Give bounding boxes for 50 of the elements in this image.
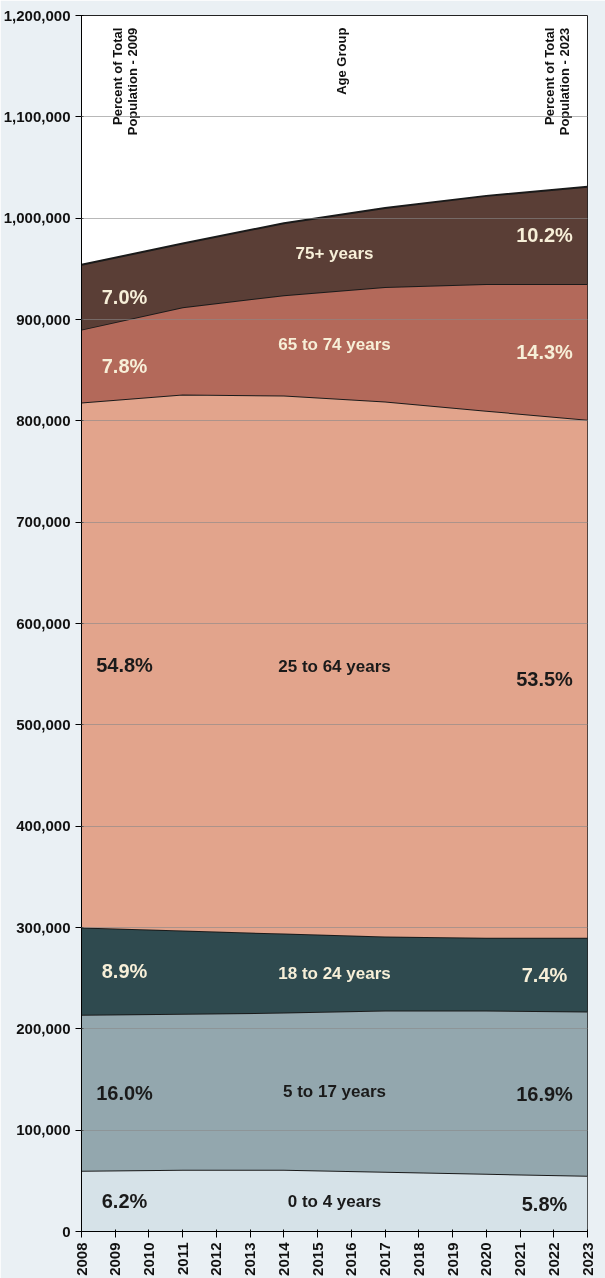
x-tick-label: 2011 xyxy=(173,1242,191,1276)
annotation: 6.2% xyxy=(101,1190,148,1213)
annotation: Percent of Total Population - 2009 xyxy=(110,27,141,136)
annotation: Age Group xyxy=(333,27,349,95)
x-tick-label: 2009 xyxy=(106,1242,124,1276)
x-tick-label: 2013 xyxy=(241,1242,259,1276)
annotation: 10.2% xyxy=(516,224,574,247)
x-tick-label: 2021 xyxy=(511,1242,529,1276)
x-tick-label: 2020 xyxy=(477,1242,495,1276)
x-tick-label: 2019 xyxy=(443,1242,461,1276)
x-tick-label: 2012 xyxy=(207,1242,225,1276)
annotation: 14.3% xyxy=(516,340,574,363)
y-tick-label: 800,000 xyxy=(16,411,71,429)
y-tick-label: 200,000 xyxy=(16,1019,71,1037)
annotation: Percent of Total Population - 2023 xyxy=(542,27,573,136)
y-tick-label: 900,000 xyxy=(16,310,71,328)
annotation: 53.5% xyxy=(516,667,574,690)
series-label: 0 to 4 years xyxy=(287,1191,382,1211)
y-tick-label: 1,000,000 xyxy=(3,209,71,227)
x-tick-label: 2022 xyxy=(544,1242,562,1276)
annotation: 16.0% xyxy=(96,1081,154,1104)
annotation: 7.0% xyxy=(101,286,148,309)
y-tick-label: 700,000 xyxy=(16,513,71,531)
y-tick-label: 300,000 xyxy=(16,918,71,936)
x-tick-label: 2018 xyxy=(409,1242,427,1276)
x-tick-label: 2010 xyxy=(139,1242,157,1276)
y-tick-label: 100,000 xyxy=(16,1121,71,1139)
x-tick-label: 2014 xyxy=(274,1241,292,1276)
annotation: 7.4% xyxy=(521,963,568,986)
annotation: 16.9% xyxy=(516,1082,574,1105)
x-tick-label: 2008 xyxy=(72,1242,90,1276)
y-tick-label: 0 xyxy=(62,1222,71,1240)
annotation: 8.9% xyxy=(101,960,148,983)
annotation: 7.8% xyxy=(101,355,148,378)
series-label: 18 to 24 years xyxy=(278,963,391,983)
series-label: 75+ years xyxy=(295,243,374,263)
y-tick-label: 1,100,000 xyxy=(3,107,71,125)
y-tick-label: 500,000 xyxy=(16,715,71,733)
series-label: 65 to 74 years xyxy=(278,335,391,355)
annotation: 54.8% xyxy=(96,654,154,677)
annotation: 5.8% xyxy=(521,1192,568,1215)
x-tick-label: 2016 xyxy=(342,1242,360,1276)
x-tick-label: 2017 xyxy=(376,1242,394,1276)
x-tick-label: 2015 xyxy=(308,1242,326,1276)
x-tick-label: 2023 xyxy=(578,1242,596,1276)
y-tick-label: 600,000 xyxy=(16,614,71,632)
series-label: 25 to 64 years xyxy=(278,657,391,677)
y-tick-label: 400,000 xyxy=(16,817,71,835)
y-tick-label: 1,200,000 xyxy=(3,6,71,24)
series-label: 5 to 17 years xyxy=(282,1081,387,1101)
